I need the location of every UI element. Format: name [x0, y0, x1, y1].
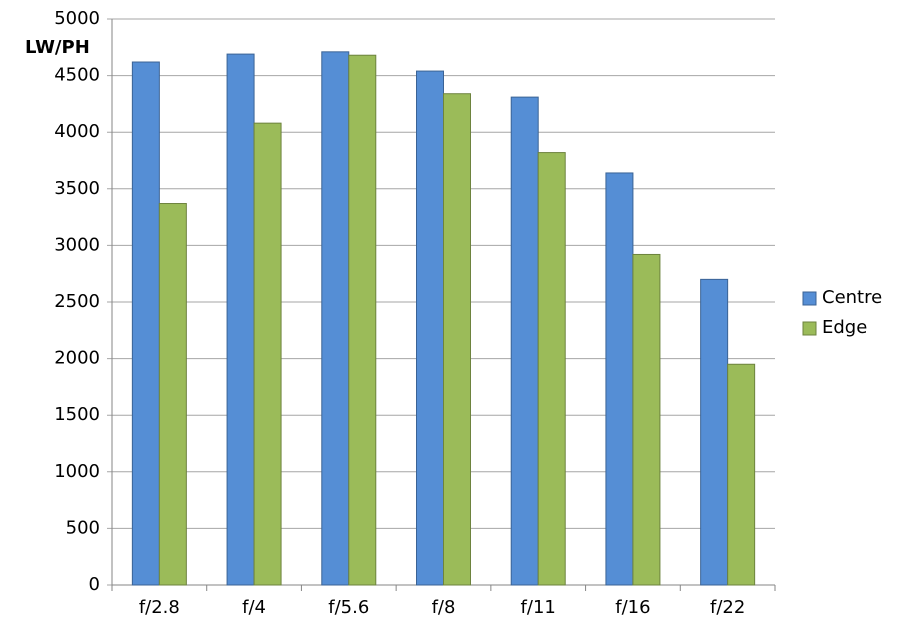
y-tick-label: 4500 [54, 65, 100, 86]
y-tick-label: 3000 [54, 234, 100, 255]
y-axis-label: LW/PH [25, 37, 90, 58]
legend-swatch [802, 291, 817, 306]
x-tick-label: f/22 [710, 597, 745, 618]
legend-swatch [802, 321, 817, 336]
bar [443, 93, 471, 586]
x-tick-label: f/16 [615, 597, 650, 618]
bar [632, 253, 661, 586]
x-tick-label: f/11 [521, 597, 556, 618]
bar [321, 51, 350, 586]
legend-label: Centre [822, 287, 882, 308]
bar [158, 203, 187, 586]
x-tick-label: f/2.8 [139, 597, 180, 618]
bar [348, 54, 377, 586]
bar [510, 96, 539, 586]
y-tick-label: 1000 [54, 461, 100, 482]
y-tick-label: 5000 [54, 8, 100, 29]
x-tick-label: f/5.6 [328, 597, 369, 618]
x-tick-label: f/4 [242, 597, 266, 618]
bar [727, 363, 756, 586]
x-tick-label: f/8 [432, 597, 456, 618]
legend-label: Edge [822, 317, 867, 338]
bar [131, 61, 160, 586]
y-tick-label: 2500 [54, 291, 100, 312]
bar [226, 53, 255, 586]
y-tick-label: 1500 [54, 404, 100, 425]
y-tick-label: 3500 [54, 178, 100, 199]
y-tick-label: 500 [66, 517, 100, 538]
y-tick-label: 2000 [54, 348, 100, 369]
bar [605, 172, 634, 586]
bar [537, 152, 566, 586]
y-tick-label: 4000 [54, 121, 100, 142]
bar [253, 122, 282, 586]
y-tick-label: 0 [89, 574, 100, 595]
bar [416, 70, 444, 586]
bar [700, 278, 729, 586]
